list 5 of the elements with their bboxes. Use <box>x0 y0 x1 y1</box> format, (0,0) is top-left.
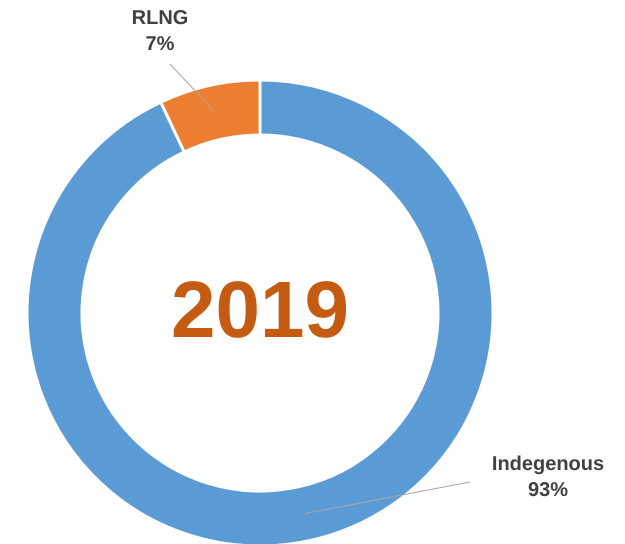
data-label: 7% <box>146 33 175 55</box>
slice-label: Indegenous <box>492 453 604 475</box>
slice-label: RLNG <box>132 7 188 29</box>
data-label: 93% <box>528 479 568 501</box>
text: 2019 <box>171 265 349 354</box>
